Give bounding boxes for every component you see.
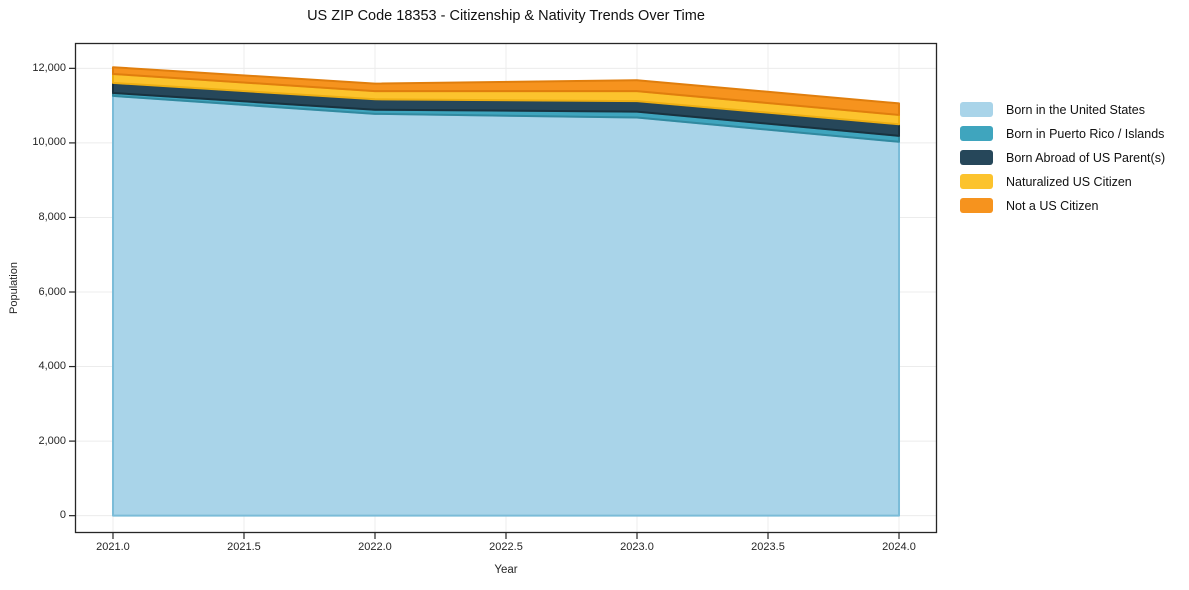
y-tick-label: 10,000 — [32, 136, 66, 149]
x-tick-label: 2022.5 — [489, 541, 523, 553]
y-tick-label: 4,000 — [38, 360, 66, 373]
y-tick-label: 0 — [59, 509, 66, 522]
x-axis-label: Year — [494, 564, 518, 576]
area-band — [111, 94, 901, 517]
x-tick-label: 2024.0 — [882, 541, 916, 553]
x-tick-label: 2023.0 — [620, 541, 654, 553]
legend-label: Born in Puerto Rico / Islands — [1006, 126, 1165, 141]
area-band — [111, 66, 901, 116]
legend-swatch — [960, 174, 993, 189]
y-tick-label: 12,000 — [32, 61, 66, 74]
y-tick-label: 8,000 — [38, 210, 66, 223]
legend-label: Naturalized US Citizen — [1006, 174, 1132, 189]
legend-item: Not a US Citizen — [960, 198, 1165, 213]
x-tick-label: 2021.5 — [227, 541, 261, 553]
x-tick-label: 2021.0 — [96, 541, 130, 553]
y-tick-label: 2,000 — [38, 434, 66, 447]
plot-border — [74, 42, 938, 534]
chart-title: US ZIP Code 18353 - Citizenship & Nativi… — [307, 8, 705, 24]
x-tick-label: 2022.0 — [358, 541, 392, 553]
legend-item: Naturalized US Citizen — [960, 174, 1165, 189]
legend-item: Born in Puerto Rico / Islands — [960, 126, 1165, 141]
stacked-area-plot — [69, 42, 938, 539]
legend: Born in the United States Born in Puerto … — [960, 102, 1165, 213]
y-tick-label: 6,000 — [38, 285, 66, 298]
legend-swatch — [960, 126, 993, 141]
legend-label: Born Abroad of US Parent(s) — [1006, 150, 1166, 165]
legend-label: Not a US Citizen — [1006, 198, 1099, 213]
legend-item: Born Abroad of US Parent(s) — [960, 150, 1165, 165]
legend-swatch — [960, 150, 993, 165]
x-tick-label: 2023.5 — [751, 541, 785, 553]
legend-label: Born in the United States — [1006, 102, 1145, 117]
legend-item: Born in the United States — [960, 102, 1165, 117]
legend-swatch — [960, 198, 993, 213]
legend-swatch — [960, 102, 993, 117]
